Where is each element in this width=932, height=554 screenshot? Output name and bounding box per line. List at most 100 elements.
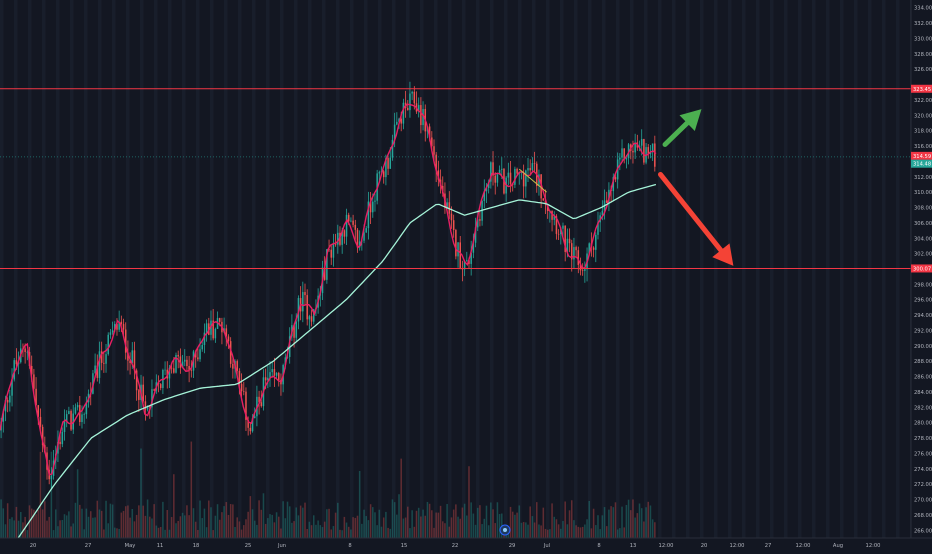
background-band [672,0,676,538]
event-circle-icon[interactable] [499,524,511,536]
candle-body [573,247,575,260]
volume-bar [638,503,641,538]
candle-body [214,328,217,339]
candle-body [568,238,571,244]
candle-body [577,250,580,265]
background-band [420,0,424,538]
volume-bar [396,514,398,538]
volume-bar [177,520,179,538]
volume-bar [420,516,422,538]
y-tick-label: 302.00 [914,252,932,258]
candle-body [258,396,260,403]
candle-body [312,309,315,322]
candle-body [417,105,420,112]
background-band [252,0,256,538]
volume-bar [520,522,523,538]
volume-bar [579,527,582,538]
candle-body [365,228,367,233]
candle-body [647,147,650,155]
volume-bar [350,529,352,538]
x-axis[interactable]: 20 27 May 11 18 25 Jun 8 15 22 29 Jul 8 13 12:00 20 12:0… [0,537,932,550]
y-axis[interactable]: 266.00 268.00 270.00 272.00 274.00 276.00 278.… [910,0,932,550]
volume-bar [654,522,656,538]
volume-bar [199,500,201,538]
volume-bar [299,505,302,538]
volume-bar [249,496,252,538]
candle-body [236,361,238,371]
candle-body [483,191,486,201]
candle-body [632,150,634,153]
volume-bar [68,511,70,538]
volume-bar [393,502,396,538]
volume-bar [522,522,525,538]
volume-bar [347,526,350,538]
y-tick-label: 332.00 [914,21,932,27]
candle-body [79,404,81,423]
candle-body [459,242,462,269]
volume-bar [107,523,109,538]
volume-bar [466,515,468,538]
volume-bar [415,510,418,538]
volume-bars [0,441,656,538]
volume-bar [173,474,175,538]
volume-bar [535,502,538,538]
candle-body [409,93,411,111]
volume-bar [546,529,549,538]
candle-body [433,146,435,155]
volume-bar [595,525,597,538]
volume-bar [461,507,464,538]
volume-bar [413,526,416,538]
y-tick-label: 298.00 [914,282,932,288]
volume-bar [601,515,604,538]
volume-bar [476,507,479,538]
y-tick-label: 306.00 [914,221,932,227]
candle-body [509,172,512,184]
candle-body [516,168,518,174]
volume-bar [65,515,68,538]
candle-body [343,230,346,237]
candle-body [566,238,569,252]
volume-bar [33,509,35,538]
volume-bar [111,504,114,538]
volume-bar [312,515,315,538]
x-tick-label: 25 [245,543,252,549]
volume-bar [50,451,53,538]
volume-bar [612,507,615,538]
y-tick-label: 310.00 [914,190,932,196]
volume-bar [4,524,7,538]
volume-bar [11,517,13,538]
volume-bar [227,514,230,538]
background-band [364,0,368,538]
background-band [574,0,578,538]
volume-bar [118,528,120,538]
background-band [812,0,816,538]
volume-bar [225,502,228,538]
volume-bar [516,512,518,538]
volume-bar [142,505,144,538]
background-band [658,0,662,538]
volume-bar [271,514,273,538]
candle-body [520,172,523,174]
candle-body [124,329,127,353]
volume-bar [13,520,15,538]
background-band [406,0,410,538]
candle-body [188,366,190,371]
x-tick-label: 29 [509,543,516,549]
volume-bar [186,505,188,538]
y-tick-label: 308.00 [914,206,932,212]
candle-body [562,225,564,229]
candle-body [4,399,7,412]
forecast-arrows [657,109,734,266]
volume-bar [81,508,83,538]
volume-bar [164,529,166,538]
background-band [630,0,634,538]
volume-bar [352,517,354,538]
volume-bar [188,515,190,538]
candle-body [367,201,370,229]
candle-body [271,369,273,373]
volume-bar [511,511,514,538]
candle-body [129,360,131,364]
